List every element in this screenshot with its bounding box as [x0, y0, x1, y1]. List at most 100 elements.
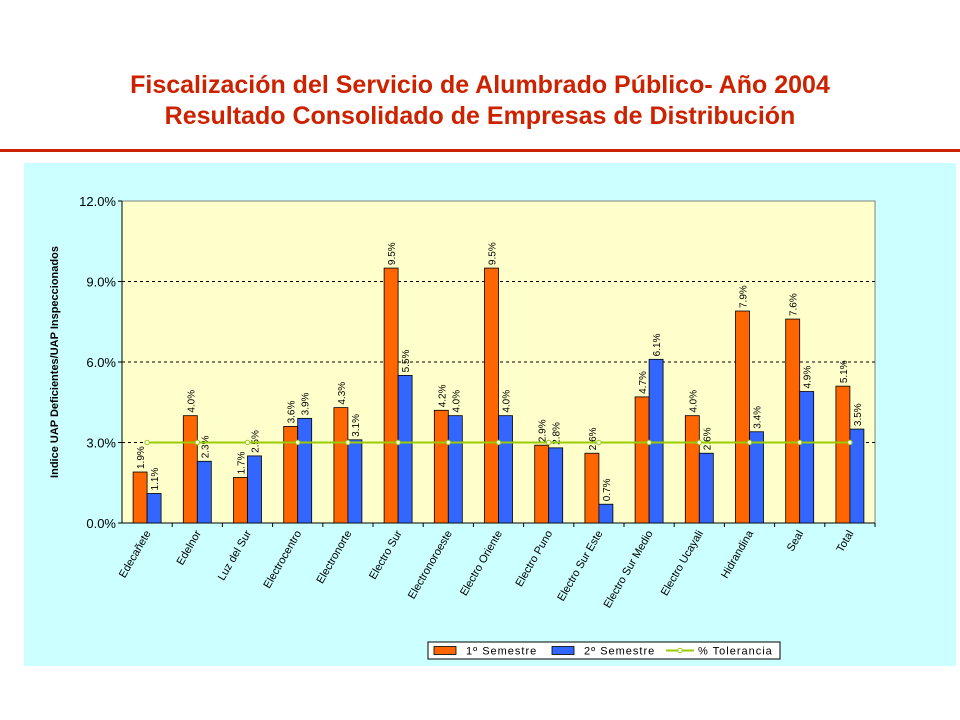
data-label: 2.6% — [588, 427, 599, 450]
bar-semestre-2 — [749, 431, 764, 524]
data-label: 5.5% — [401, 350, 412, 373]
y-tick-label: 3.0% — [86, 436, 116, 451]
data-label: 2.5% — [251, 430, 262, 453]
tolerance-point — [746, 439, 753, 446]
bar-semestre-1 — [433, 409, 449, 524]
bar-semestre-2 — [146, 493, 162, 524]
bar-semestre-1 — [684, 415, 700, 524]
tolerance-point — [244, 439, 251, 446]
bar-semestre-1 — [534, 444, 550, 524]
bar-semestre-2 — [196, 460, 212, 524]
data-label: 4.2% — [437, 384, 448, 407]
tolerance-point — [395, 439, 401, 446]
tolerance-point — [847, 439, 853, 446]
tolerance-point — [646, 439, 652, 446]
y-tick-label: 9.0% — [86, 275, 116, 290]
tolerance-point — [546, 439, 552, 446]
data-label: 1.1% — [150, 468, 161, 491]
data-label: 4.0% — [502, 390, 513, 413]
bar-semestre-2 — [548, 447, 564, 524]
data-label: 4.0% — [186, 390, 197, 413]
bar-semestre-2 — [397, 375, 413, 524]
chart-panel: 0.0% 3.0% 6.0% 9.0% 12.0% Indice UAP Deficien… — [24, 163, 956, 666]
y-tick-label: 0.0% — [86, 516, 116, 531]
bar-semestre-2 — [447, 415, 463, 524]
data-label: 2.8% — [552, 422, 563, 445]
bar-semestre-2 — [247, 455, 262, 524]
x-tick-label: Electro Sur — [367, 528, 405, 581]
tolerance-point — [596, 439, 602, 446]
x-tick-label: Electro Ucayali — [659, 529, 706, 599]
title-block: Fiscalización del Servicio de Alumbrado … — [0, 70, 960, 132]
bar-semestre-1 — [233, 476, 248, 524]
legend-swatch-semestre-1 — [433, 646, 457, 655]
data-label: 9.5% — [387, 242, 398, 265]
x-tick-label: Electro Sur Medio — [602, 529, 656, 611]
bar-semestre-1 — [182, 415, 198, 524]
bar-semestre-2 — [698, 452, 714, 524]
data-label: 2.6% — [702, 427, 713, 450]
legend-label: % Tolerancia — [698, 646, 773, 658]
tolerance-point — [295, 439, 301, 446]
x-tick-label: Edecañete — [117, 529, 154, 581]
bar-semestre-1 — [484, 267, 499, 524]
data-label: 1.9% — [136, 446, 147, 469]
data-label: 3.6% — [287, 400, 298, 423]
legend-label: 2º Semestre — [584, 646, 655, 658]
legend-label: 1º Semestre — [466, 646, 537, 658]
bar-semestre-1 — [584, 452, 600, 524]
y-axis-label: Indice UAP Deficientes/UAP Inspeccionado… — [49, 246, 61, 478]
data-label: 3.4% — [753, 406, 764, 429]
data-label: 4.3% — [337, 382, 348, 405]
bar-semestre-1 — [735, 310, 750, 524]
tolerance-point — [495, 439, 502, 446]
bar-semestre-1 — [383, 267, 399, 524]
legend-box — [427, 641, 781, 660]
bar-semestre-2 — [498, 415, 513, 524]
bar-semestre-1 — [132, 471, 148, 524]
bar-semestre-1 — [835, 385, 851, 524]
x-tick-label: Luz del Sur — [216, 528, 254, 582]
tolerance-point — [445, 439, 451, 446]
x-tick-label: Seal — [785, 529, 806, 554]
data-label: 2.3% — [200, 435, 211, 458]
bar-semestre-1 — [634, 396, 650, 524]
data-label: 7.6% — [789, 293, 800, 316]
data-label: 3.9% — [301, 392, 312, 415]
data-label: 4.9% — [803, 366, 814, 389]
x-tick-label: Electronorte — [314, 529, 354, 586]
y-tick-label: 6.0% — [86, 355, 116, 370]
bar-semestre-2 — [598, 503, 614, 524]
tolerance-point — [797, 439, 803, 446]
data-label: 6.1% — [652, 333, 663, 356]
bar-semestre-2 — [297, 417, 313, 524]
x-tick-label: Hidrandina — [719, 528, 756, 581]
title-line-2: Resultado Consolidado de Empresas de Dis… — [164, 102, 796, 130]
bar-semestre-1 — [785, 318, 801, 524]
x-tick-label: Electro Oriente — [458, 529, 505, 599]
y-tick-label: 12.0% — [79, 194, 116, 209]
x-tick-label: Electro Puno — [513, 529, 555, 590]
data-label: 2.9% — [538, 419, 549, 442]
data-label: 5.1% — [839, 360, 850, 383]
x-tick-label: Total — [834, 529, 856, 555]
legend-swatch-semestre-2 — [551, 646, 575, 655]
data-label: 4.0% — [451, 390, 462, 413]
data-label: 0.7% — [602, 478, 613, 501]
tolerance-point — [194, 439, 201, 446]
x-tick-label: Electrocentro — [261, 529, 304, 591]
data-label: 9.5% — [488, 242, 499, 265]
bar-semestre-2 — [799, 391, 815, 524]
data-label: 3.5% — [853, 403, 864, 426]
data-label: 3.1% — [351, 414, 362, 437]
title-underline — [0, 149, 960, 152]
tolerance-point — [345, 439, 351, 446]
x-tick-label: Edelnor — [175, 528, 205, 567]
legend-marker-tolerancia — [677, 647, 683, 654]
x-tick-label: Electro Sur Este — [555, 529, 605, 604]
x-tick-label: Electronoroeste — [406, 529, 455, 602]
bar-semestre-1 — [333, 407, 349, 524]
title-line-1: Fiscalización del Servicio de Alumbrado … — [130, 71, 830, 99]
data-label: 4.7% — [638, 371, 649, 394]
bar-semestre-2 — [347, 439, 363, 524]
